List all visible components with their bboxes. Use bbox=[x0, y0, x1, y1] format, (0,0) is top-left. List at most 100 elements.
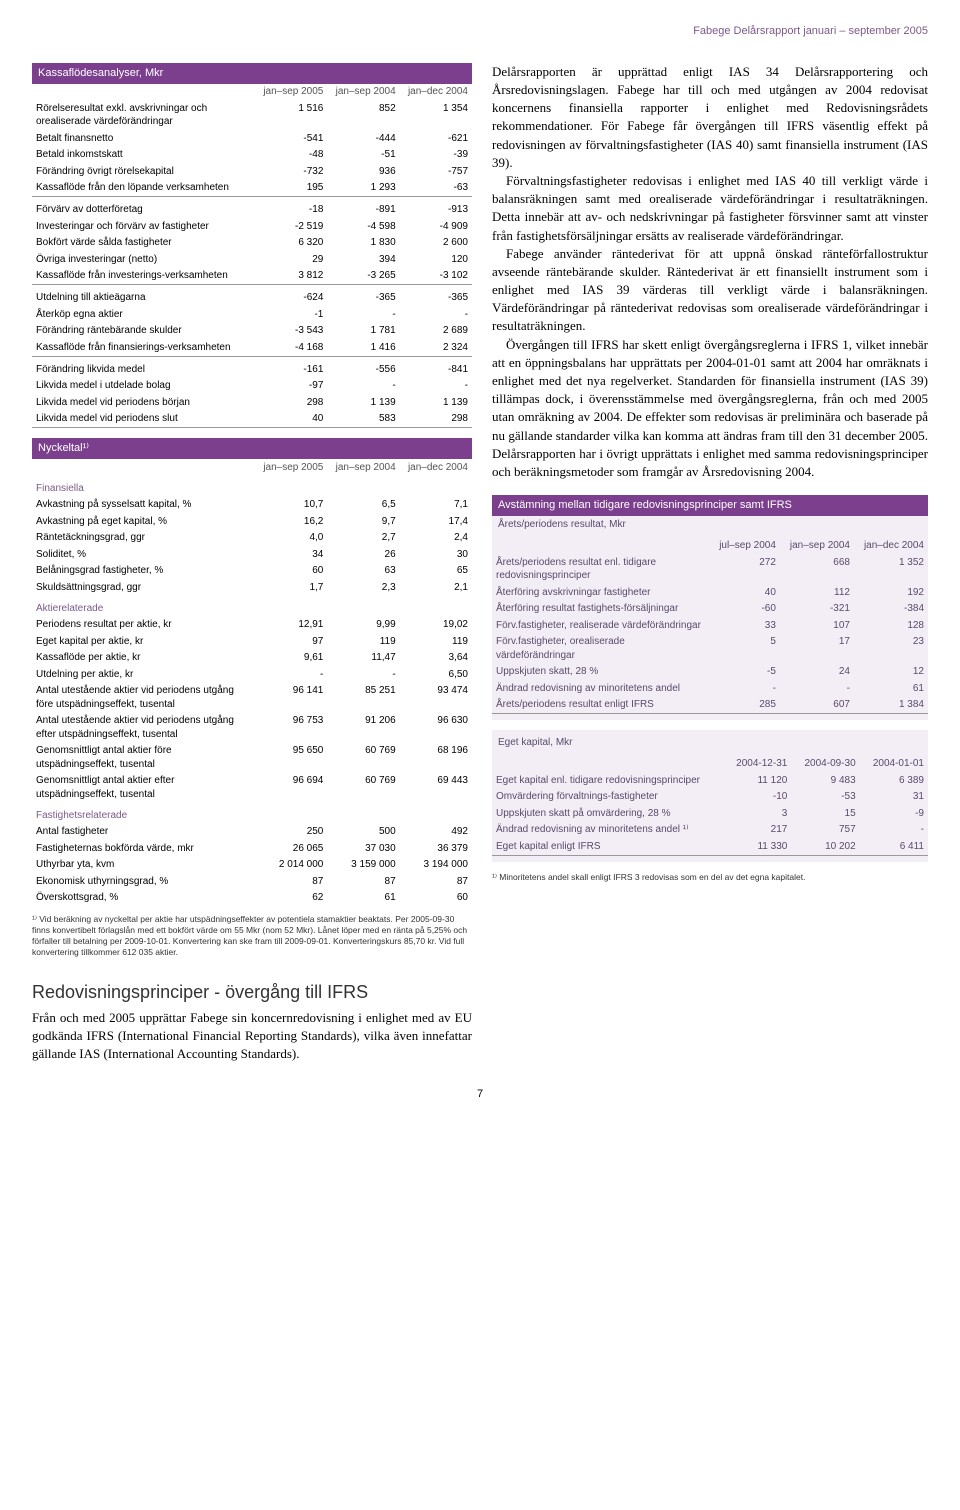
ratios-cell: 60 bbox=[255, 563, 327, 580]
cashflow-cell: -556 bbox=[327, 356, 399, 378]
reconcile-cell: 668 bbox=[780, 554, 854, 584]
cashflow-cell: -97 bbox=[255, 378, 327, 395]
reconcile-cell: - bbox=[710, 680, 780, 697]
reconcile-cell: -60 bbox=[710, 601, 780, 618]
cashflow-cell: -365 bbox=[327, 285, 399, 307]
reconcile-cell: 607 bbox=[780, 697, 854, 714]
ratios-cell: 3 159 000 bbox=[327, 857, 399, 874]
cashflow-cell: -51 bbox=[327, 147, 399, 164]
reconcile-row-label: Uppskjuten skatt på omvärdering, 28 % bbox=[492, 805, 723, 822]
reconcile-cell: 9 483 bbox=[791, 772, 859, 789]
ratios-cell: 9,99 bbox=[327, 617, 399, 634]
ratios-cell: 96 630 bbox=[400, 713, 472, 743]
rec2-col-2: 2004-01-01 bbox=[860, 756, 928, 773]
ratios-cell: 85 251 bbox=[327, 683, 399, 713]
ratios-cell: 87 bbox=[400, 873, 472, 890]
reconcile-row-label: Ändrad redovisning av minoritetens andel… bbox=[492, 822, 723, 839]
ratios-cell: 6,5 bbox=[327, 497, 399, 514]
cashflow-row-label: Kassaflöde från investerings-verksamhete… bbox=[32, 268, 255, 285]
reconcile-row-label: Uppskjuten skatt, 28 % bbox=[492, 664, 710, 681]
body-paragraph: Övergången till IFRS har skett enligt öv… bbox=[492, 336, 928, 482]
cashflow-row-label: Förändring räntebärande skulder bbox=[32, 323, 255, 340]
cashflow-cell: -624 bbox=[255, 285, 327, 307]
rec1-col-2: jan–dec 2004 bbox=[854, 538, 928, 555]
ratios-cell: 16,2 bbox=[255, 513, 327, 530]
ratios-cell: 10,7 bbox=[255, 497, 327, 514]
ratios-row-label: Räntetäckningsgrad, ggr bbox=[32, 530, 255, 547]
cashflow-row-label: Likvida medel vid periodens början bbox=[32, 394, 255, 411]
ifrs-intro-text: Från och med 2005 upprättar Fabege sin k… bbox=[32, 1009, 472, 1064]
ratios-cell: 63 bbox=[327, 563, 399, 580]
cashflow-cell: 298 bbox=[255, 394, 327, 411]
cashflow-cell: 852 bbox=[327, 100, 399, 130]
cashflow-cell: -3 265 bbox=[327, 268, 399, 285]
reconcile-cell: 23 bbox=[854, 634, 928, 664]
cashflow-cell: 6 320 bbox=[255, 235, 327, 252]
ratios-cell: 26 065 bbox=[255, 840, 327, 857]
reconcile-row-label: Eget kapital enl. tidigare redovisningsp… bbox=[492, 772, 723, 789]
cashflow-cell: -4 598 bbox=[327, 218, 399, 235]
ratios-cell: 9,61 bbox=[255, 650, 327, 667]
ratios-table: jan–sep 2005 jan–sep 2004 jan–dec 2004 F… bbox=[32, 459, 472, 906]
ratios-cell: 36 379 bbox=[400, 840, 472, 857]
cashflow-cell: -621 bbox=[400, 130, 472, 147]
cashflow-row-label: Likvida medel i utdelade bolag bbox=[32, 378, 255, 395]
ratios-row-label: Periodens resultat per aktie, kr bbox=[32, 617, 255, 634]
right-column: Delårsrapporten är upprättad enligt IAS … bbox=[492, 63, 928, 1063]
two-column-layout: Kassaflödesanalyser, Mkr jan–sep 2005 ja… bbox=[32, 63, 928, 1063]
cashflow-cell: -161 bbox=[255, 356, 327, 378]
cashflow-cell: 1 293 bbox=[327, 180, 399, 197]
cashflow-table: jan–sep 2005 jan–sep 2004 jan–dec 2004 R… bbox=[32, 84, 472, 429]
ratios-row-label: Fastigheternas bokförda värde, mkr bbox=[32, 840, 255, 857]
page-header: Fabege Delårsrapport januari – september… bbox=[32, 24, 928, 39]
cashflow-row-label: Bokfört värde sålda fastigheter bbox=[32, 235, 255, 252]
cashflow-row-label: Likvida medel vid periodens slut bbox=[32, 411, 255, 428]
page-number: 7 bbox=[32, 1087, 928, 1102]
ratios-cell: 61 bbox=[327, 890, 399, 907]
right-body-text: Delårsrapporten är upprättad enligt IAS … bbox=[492, 63, 928, 481]
reconcile-cell: - bbox=[860, 822, 928, 839]
ratios-cell: 93 474 bbox=[400, 683, 472, 713]
cashflow-cell: 1 416 bbox=[327, 339, 399, 356]
cashflow-cell: - bbox=[400, 378, 472, 395]
ratios-group-head: Finansiella bbox=[32, 476, 472, 497]
ratios-cell: 69 443 bbox=[400, 773, 472, 803]
cashflow-cell: 1 139 bbox=[400, 394, 472, 411]
cashflow-col-1: jan–sep 2004 bbox=[327, 84, 399, 101]
reconcile-sub1-subtitle: Årets/periodens resultat, Mkr bbox=[492, 516, 928, 538]
ratios-cell: 2,7 bbox=[327, 530, 399, 547]
reconcile-cell: 217 bbox=[723, 822, 791, 839]
cashflow-cell: -541 bbox=[255, 130, 327, 147]
reconcile-block-1: Avstämning mellan tidigare redovisningsp… bbox=[492, 495, 928, 720]
ratios-cell: - bbox=[327, 666, 399, 683]
rec2-col-1: 2004-09-30 bbox=[791, 756, 859, 773]
reconcile-row-label: Årets/periodens resultat enl. tidigare r… bbox=[492, 554, 710, 584]
ratios-cell: 7,1 bbox=[400, 497, 472, 514]
reconcile-cell: 272 bbox=[710, 554, 780, 584]
body-paragraph: Delårsrapporten är upprättad enligt IAS … bbox=[492, 63, 928, 172]
reconcile-row-label: Omvärdering förvaltnings-fastigheter bbox=[492, 789, 723, 806]
cashflow-row-label: Betalt finansnetto bbox=[32, 130, 255, 147]
cashflow-cell: -891 bbox=[327, 197, 399, 219]
reconcile-cell: 285 bbox=[710, 697, 780, 714]
reconcile-cell: -5 bbox=[710, 664, 780, 681]
cashflow-cell: 1 516 bbox=[255, 100, 327, 130]
ratios-cell: 492 bbox=[400, 824, 472, 841]
cashflow-row-label: Återköp egna aktier bbox=[32, 306, 255, 323]
reconcile-cell: 1 384 bbox=[854, 697, 928, 714]
reconcile-cell: 31 bbox=[860, 789, 928, 806]
ratios-row-label: Antal fastigheter bbox=[32, 824, 255, 841]
cashflow-cell: 120 bbox=[400, 251, 472, 268]
reconcile-cell: -10 bbox=[723, 789, 791, 806]
ratios-cell: 96 753 bbox=[255, 713, 327, 743]
ratios-cell: 500 bbox=[327, 824, 399, 841]
reconcile-cell: 1 352 bbox=[854, 554, 928, 584]
ratios-col-0: jan–sep 2005 bbox=[255, 459, 327, 476]
reconcile-cell: 112 bbox=[780, 584, 854, 601]
ratios-row-label: Utdelning per aktie, kr bbox=[32, 666, 255, 683]
ratios-row-label: Ekonomisk uthyrningsgrad, % bbox=[32, 873, 255, 890]
reconcile-sub2-subtitle: Eget kapital, Mkr bbox=[492, 730, 928, 756]
ratios-row-label: Eget kapital per aktie, kr bbox=[32, 633, 255, 650]
reconcile-cell: 40 bbox=[710, 584, 780, 601]
ratios-row-label: Kassaflöde per aktie, kr bbox=[32, 650, 255, 667]
